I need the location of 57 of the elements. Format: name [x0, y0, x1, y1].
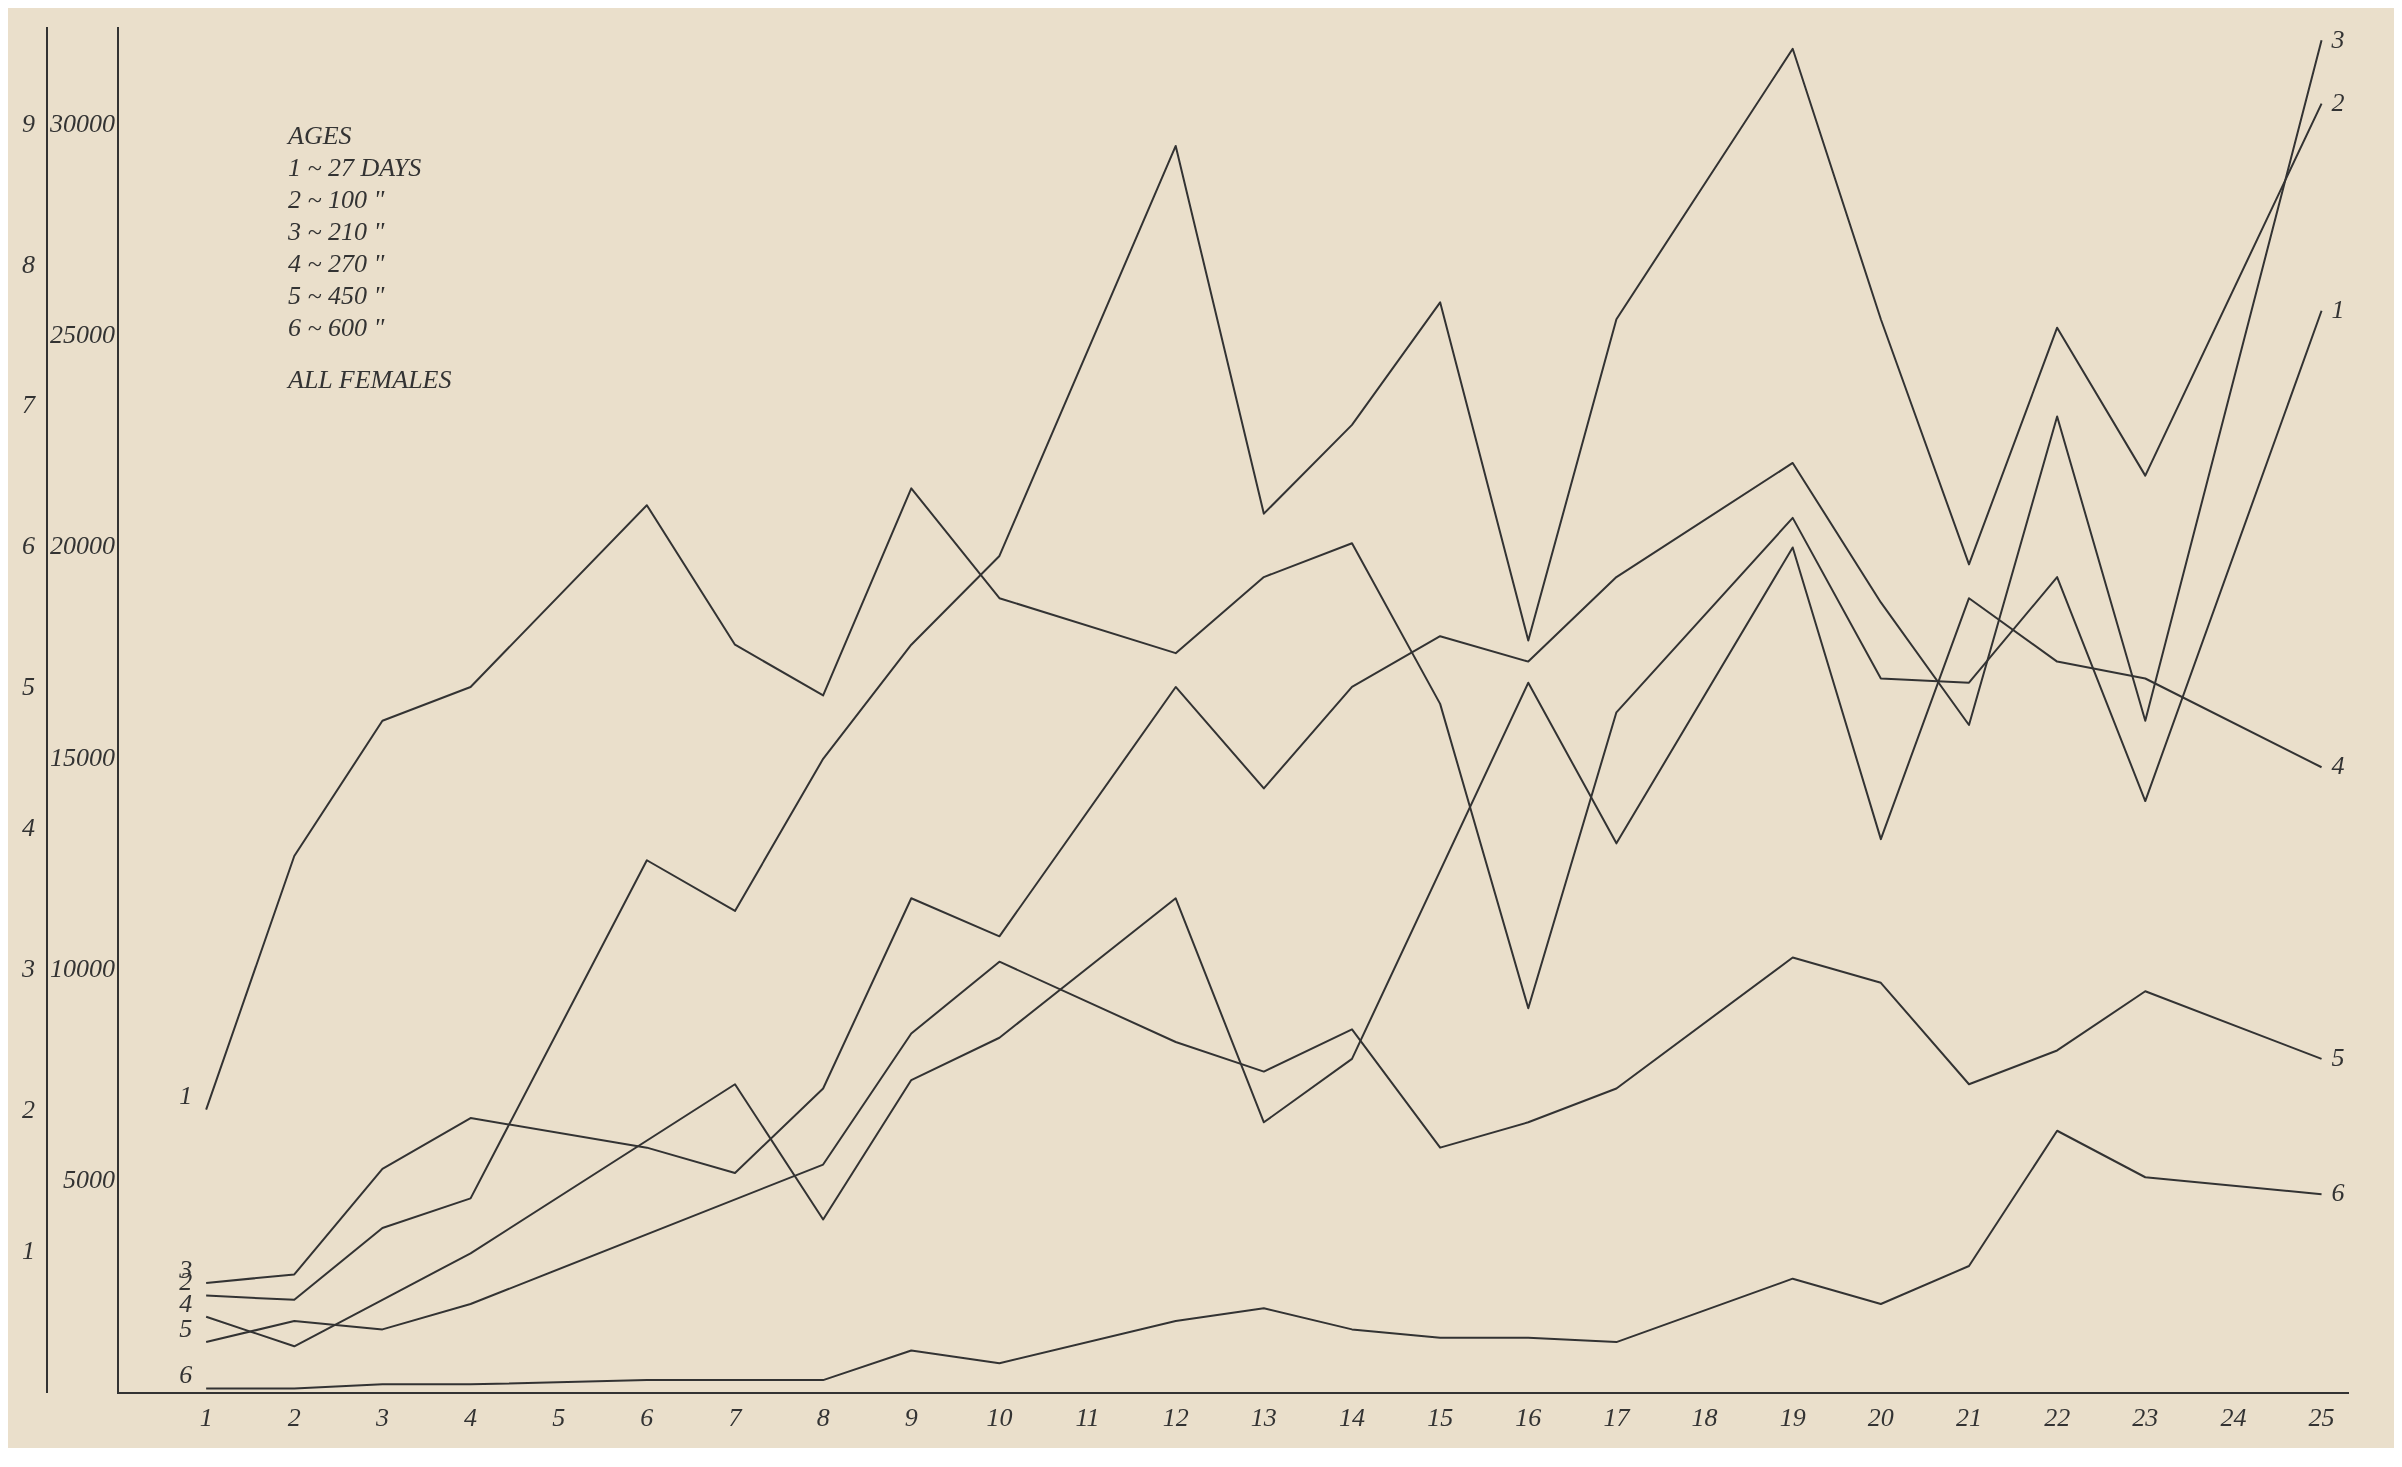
y2-tick-label: 8: [22, 249, 35, 279]
x-tick-label: 13: [1250, 1403, 1277, 1433]
x-tick-label: 9: [904, 1403, 918, 1433]
series-label: 4: [2331, 751, 2345, 781]
y2-tick-label: 7: [22, 390, 36, 420]
y2-tick-label: 9: [22, 108, 35, 138]
x-tick-label: 24: [2220, 1403, 2247, 1433]
annotation: 2 ~ 100 ": [288, 185, 385, 215]
y2-tick-label: 2: [22, 1094, 35, 1124]
x-tick-label: 15: [1427, 1403, 1454, 1433]
x-tick-label: 19: [1779, 1403, 1806, 1433]
x-tick-label: 16: [1515, 1403, 1542, 1433]
y-tick-label: 20000: [50, 531, 115, 561]
y-tick-label: 30000: [49, 108, 115, 138]
x-tick-label: 1: [199, 1403, 213, 1433]
y-tick-label: 5000: [63, 1165, 115, 1195]
annotation: AGES: [286, 121, 352, 151]
text: 5: [179, 1313, 193, 1343]
annotation: 3 ~ 210 ": [287, 217, 385, 247]
x-tick-label: 23: [2132, 1403, 2159, 1433]
y2-tick-label: 1: [22, 1235, 35, 1265]
x-tick-label: 12: [1162, 1403, 1189, 1433]
y-tick-label: 10000: [50, 953, 115, 983]
x-tick-label: 21: [1955, 1403, 1982, 1433]
x-tick-label: 18: [1691, 1403, 1718, 1433]
y2-tick-label: 5: [22, 672, 35, 702]
x-tick-label: 25: [2308, 1403, 2335, 1433]
x-tick-label: 11: [1075, 1403, 1100, 1433]
text: 6: [179, 1360, 193, 1390]
series-label: 5: [2331, 1042, 2345, 1072]
annotation: 4 ~ 270 ": [288, 249, 385, 279]
series-label: 1: [2331, 294, 2345, 324]
series-label: 6: [2331, 1177, 2345, 1207]
x-tick-label: 10: [986, 1403, 1013, 1433]
x-tick-label: 14: [1338, 1403, 1365, 1433]
y2-tick-label: 3: [21, 953, 35, 983]
x-tick-label: 3: [374, 1403, 389, 1433]
series-label: 3: [2330, 25, 2345, 55]
y-tick-label: 25000: [50, 319, 115, 349]
annotation: 1 ~ 27 DAYS: [288, 153, 422, 183]
x-tick-label: 7: [728, 1403, 743, 1433]
x-tick-label: 17: [1603, 1403, 1631, 1433]
x-tick-label: 8: [816, 1403, 830, 1433]
x-tick-label: 20: [1867, 1403, 1894, 1433]
annotation: ALL FEMALES: [286, 365, 452, 395]
x-tick-label: 6: [640, 1403, 654, 1433]
series-label: 2: [2331, 87, 2345, 117]
x-tick-label: 4: [464, 1403, 478, 1433]
text: 1: [179, 1081, 193, 1111]
x-tick-label: 22: [2044, 1403, 2071, 1433]
y2-tick-label: 6: [22, 531, 35, 561]
annotation: 5 ~ 450 ": [288, 281, 385, 311]
y2-tick-label: 4: [22, 813, 35, 843]
y-tick-label: 15000: [50, 742, 115, 772]
x-tick-label: 5: [552, 1403, 566, 1433]
annotation: 6 ~ 600 ": [288, 313, 385, 343]
x-tick-label: 2: [287, 1403, 301, 1433]
